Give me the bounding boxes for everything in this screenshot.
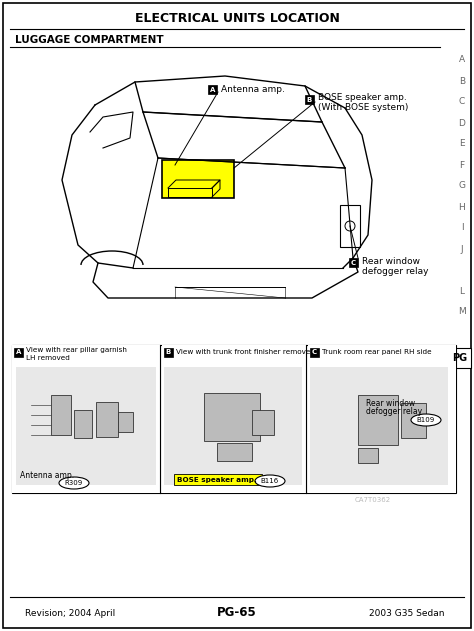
Bar <box>349 258 358 267</box>
Text: LUGGAGE COMPARTMENT: LUGGAGE COMPARTMENT <box>15 35 164 45</box>
Text: Trunk room rear panel RH side: Trunk room rear panel RH side <box>322 349 432 355</box>
Text: BOSE speaker amp.: BOSE speaker amp. <box>318 93 407 102</box>
Text: G: G <box>458 182 465 191</box>
Bar <box>164 348 173 357</box>
Text: LH removed: LH removed <box>26 355 70 361</box>
Bar <box>310 348 319 357</box>
Bar <box>51 395 71 435</box>
Text: ELECTRICAL UNITS LOCATION: ELECTRICAL UNITS LOCATION <box>135 11 339 25</box>
Bar <box>174 474 262 485</box>
Text: Antenna amp.: Antenna amp. <box>221 85 285 95</box>
Bar <box>340 205 360 247</box>
Text: defogger relay: defogger relay <box>366 408 422 416</box>
Bar <box>401 403 426 438</box>
Bar <box>164 367 302 485</box>
Text: defogger relay: defogger relay <box>362 268 428 276</box>
Text: B: B <box>307 97 312 103</box>
Bar <box>12 345 456 493</box>
Bar <box>162 345 306 493</box>
Bar <box>358 395 398 445</box>
Bar <box>310 367 448 485</box>
Bar <box>118 412 133 432</box>
Text: E: E <box>459 139 465 148</box>
Text: D: D <box>458 119 465 127</box>
Bar <box>217 443 252 461</box>
Bar <box>74 410 92 438</box>
Ellipse shape <box>59 477 89 489</box>
Text: A: A <box>16 350 21 355</box>
Text: 2003 G35 Sedan: 2003 G35 Sedan <box>370 608 445 618</box>
Text: I: I <box>461 223 463 232</box>
Bar <box>449 348 471 368</box>
Ellipse shape <box>411 414 441 426</box>
Bar <box>96 402 118 437</box>
Bar <box>208 85 217 94</box>
Text: R309: R309 <box>65 480 83 486</box>
Text: Rear window: Rear window <box>362 257 420 266</box>
Text: F: F <box>459 160 465 170</box>
Bar <box>305 95 314 104</box>
Text: Revision; 2004 April: Revision; 2004 April <box>25 608 115 618</box>
Text: (With BOSE system): (With BOSE system) <box>318 103 409 112</box>
Bar <box>14 348 23 357</box>
Text: CA7T0362: CA7T0362 <box>355 497 391 503</box>
Bar <box>162 160 234 198</box>
Bar <box>12 345 160 493</box>
Bar <box>16 367 156 485</box>
Bar <box>358 448 378 463</box>
Text: B109: B109 <box>417 417 435 423</box>
Text: Antenna amp.: Antenna amp. <box>20 471 74 480</box>
Text: M: M <box>458 307 466 317</box>
Text: C: C <box>351 260 356 266</box>
Text: PG: PG <box>453 353 467 363</box>
Text: C: C <box>312 350 317 355</box>
Text: H: H <box>459 203 465 211</box>
Text: BOSE speaker amp.: BOSE speaker amp. <box>177 477 257 483</box>
Bar <box>252 410 274 435</box>
Text: C: C <box>459 98 465 107</box>
Text: View with trunk front finisher removed: View with trunk front finisher removed <box>176 349 315 355</box>
Text: B116: B116 <box>261 478 279 484</box>
Text: A: A <box>210 87 215 93</box>
Text: A: A <box>459 56 465 64</box>
Text: PG-65: PG-65 <box>217 606 257 620</box>
Text: View with rear pillar garnish: View with rear pillar garnish <box>26 347 127 353</box>
Text: B: B <box>166 350 171 355</box>
Text: J: J <box>461 244 463 254</box>
Text: L: L <box>459 286 465 295</box>
Ellipse shape <box>255 475 285 487</box>
Text: B: B <box>459 76 465 85</box>
Bar <box>204 393 260 441</box>
Bar <box>308 345 456 493</box>
Text: Rear window: Rear window <box>366 399 415 408</box>
